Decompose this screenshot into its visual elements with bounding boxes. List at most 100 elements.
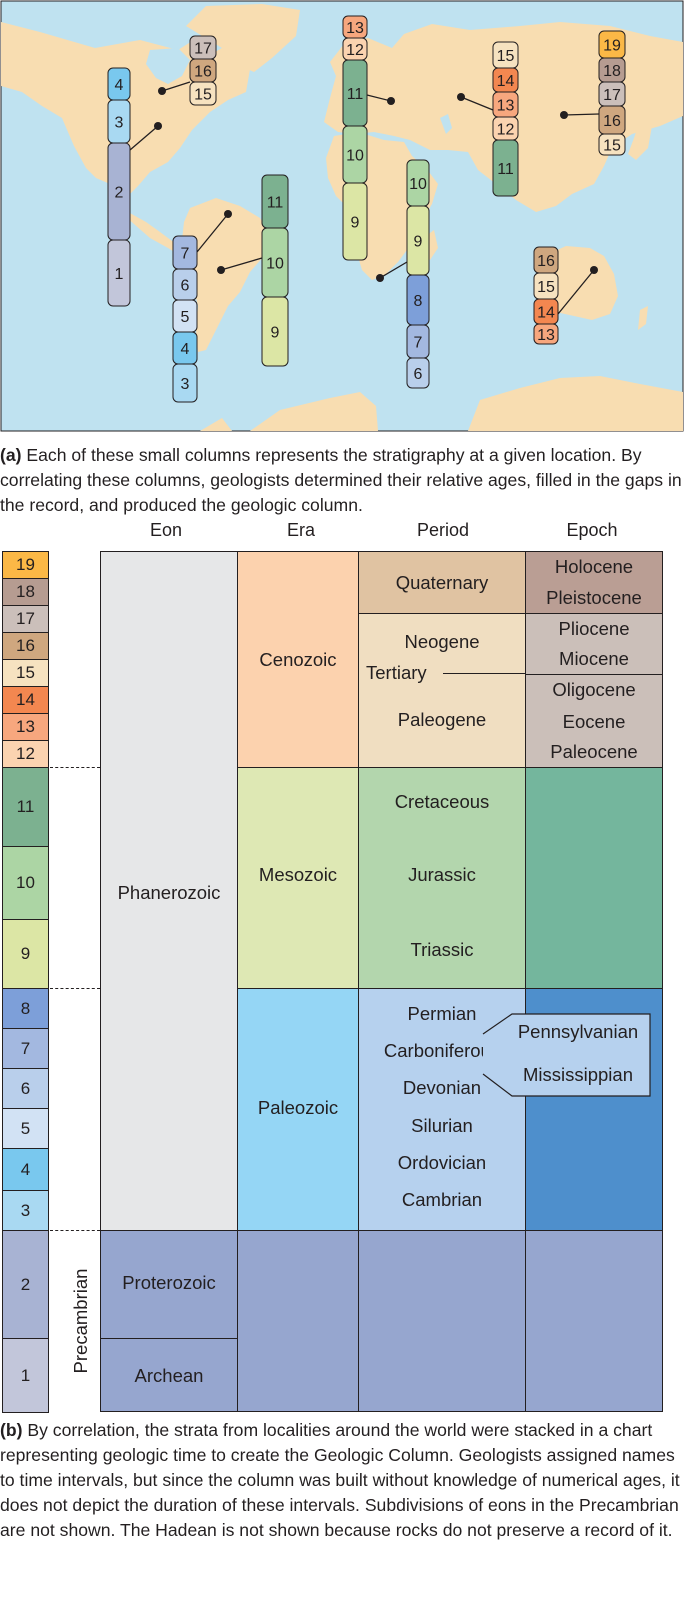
caption-a: (a) Each of these small columns represen…: [0, 443, 684, 518]
map-unit-label: 17: [194, 41, 212, 58]
south-america: [182, 198, 270, 352]
era-precambrian-blank: [237, 1230, 359, 1412]
strata-unit-16: 16: [2, 632, 49, 660]
map-unit-label: 12: [346, 42, 364, 59]
eon-proterozoic-label: Proterozoic: [122, 1272, 216, 1293]
leader-line: [557, 269, 595, 315]
epoch-paleocene-label: Paleocene: [550, 741, 638, 762]
era-mesozoic: [237, 767, 359, 989]
japan: [628, 120, 652, 160]
strata-unit-14: 14: [2, 686, 49, 714]
world-map: 4321171615765431110913121110910987615141…: [0, 0, 684, 432]
leader-line: [220, 257, 263, 271]
carboniferous-subdivision: [482, 1013, 651, 1097]
map-unit-label: 5: [181, 309, 190, 326]
map-unit-label: 15: [537, 279, 555, 296]
strat-column-australia: 16 15 14 13: [533, 246, 598, 345]
period-tertiary: [358, 613, 526, 768]
strata-unit-18: 18: [2, 578, 49, 606]
era-paleozoic: [237, 988, 359, 1231]
map-unit-label: 4: [115, 77, 124, 94]
map-unit-label: 11: [347, 86, 364, 103]
strat-column-north-america-east: 17 16 15: [158, 35, 217, 106]
strata-unit-4: 4: [2, 1148, 49, 1191]
leader-line: [161, 81, 191, 92]
tertiary-divider: [443, 673, 526, 674]
epoch-oligocene-label: Oligocene: [552, 679, 636, 700]
epoch-precambrian-blank: [525, 1230, 663, 1412]
map-unit-label: 8: [414, 293, 423, 310]
strata-unit-6: 6: [2, 1068, 49, 1109]
strata-unit-8: 8: [2, 988, 49, 1029]
antarctica-east: [468, 376, 683, 431]
strat-column-siberia: 19 18 17 16 15: [560, 30, 626, 156]
strat-column-south-america-west: 7 6 5 4 3: [172, 210, 232, 403]
strat-column-africa: 10 9 8 7 6: [376, 159, 430, 389]
location-dot: [224, 210, 232, 218]
leader-line: [129, 125, 159, 151]
location-dot: [590, 266, 598, 274]
map-unit-label: 18: [603, 63, 621, 80]
boundary-cenozoic-mesozoic: [50, 767, 100, 768]
strata-unit-2: 2: [2, 1230, 49, 1339]
map-unit-label: 7: [181, 246, 190, 263]
period-ordovician-label: Ordovician: [397, 1152, 487, 1173]
strata-unit-9: 9: [2, 919, 49, 989]
period-carboniferous-label: Carboniferous: [383, 1040, 501, 1061]
era-mesozoic-label: Mesozoic: [258, 864, 338, 885]
map-unit-15: [189, 81, 217, 106]
map-unit-label: 9: [414, 234, 423, 251]
period-permian-label: Permian: [407, 1003, 477, 1024]
strata-unit-5: 5: [2, 1108, 49, 1149]
strata-unit-12: 12: [2, 740, 49, 768]
eon-phanerozoic: [100, 551, 238, 1231]
period-pennsylvanian-label: Pennsylvanian: [517, 1021, 639, 1042]
era-paleozoic-label: Paleozoic: [257, 1097, 339, 1118]
epoch-paleogene: [525, 674, 663, 768]
antarctica-west: [250, 392, 378, 431]
header-epoch: Epoch: [566, 520, 618, 540]
caption-b-lead: (b): [0, 1420, 23, 1440]
eon-proterozoic: [100, 1230, 238, 1339]
caption-b: (b) By correlation, the strata from loca…: [0, 1418, 684, 1543]
location-dot: [217, 266, 225, 274]
greenland: [186, 4, 300, 72]
caption-a-text: Each of these small columns represents t…: [0, 445, 682, 515]
period-paleogene-label: Paleogene: [397, 709, 487, 730]
map-unit-label: 10: [409, 176, 427, 193]
leader-line: [460, 96, 494, 111]
strata-unit-3: 3: [2, 1190, 49, 1231]
header-period: Period: [416, 520, 470, 540]
epoch-holocene-label: Holocene: [554, 556, 634, 577]
caspian-sea: [440, 114, 452, 134]
strat-column-south-america-east: 11 10 9: [217, 174, 289, 367]
map-unit-label: 10: [346, 148, 364, 165]
period-triassic-label: Triassic: [410, 939, 474, 960]
map-unit-label: 13: [346, 20, 364, 37]
strata-unit-19: 19: [2, 551, 49, 579]
strat-column-north-america-west: 4 3 2 1: [107, 67, 162, 307]
period-tertiary-label: Tertiary: [366, 662, 427, 683]
caption-b-text: By correlation, the strata from localiti…: [0, 1420, 680, 1540]
eon-precambrian-label: Precambrian: [70, 1268, 91, 1374]
strata-unit-17: 17: [2, 605, 49, 633]
strat-column-europe: 13 12 11 10 9: [342, 15, 395, 261]
location-dot: [387, 97, 395, 105]
map-unit-label: 11: [497, 161, 514, 178]
strata-unit-15: 15: [2, 659, 49, 687]
map-unit-label: 11: [267, 195, 284, 212]
antarctic-island: [200, 418, 232, 431]
map-unit-11: [492, 139, 519, 197]
map-unit-label: 15: [194, 87, 212, 104]
location-dot: [560, 111, 568, 119]
map-unit-label: 6: [181, 278, 190, 295]
new-zealand: [638, 306, 648, 330]
period-devonian-label: Devonian: [402, 1077, 482, 1098]
map-unit-3: [172, 363, 198, 403]
header-eon: Eon: [149, 520, 183, 540]
leader-line: [379, 261, 408, 279]
epoch-mesozoic: [525, 767, 663, 989]
eon-archean-label: Archean: [134, 1365, 204, 1386]
caption-a-lead: (a): [0, 445, 22, 465]
map-unit-1: [107, 239, 131, 307]
